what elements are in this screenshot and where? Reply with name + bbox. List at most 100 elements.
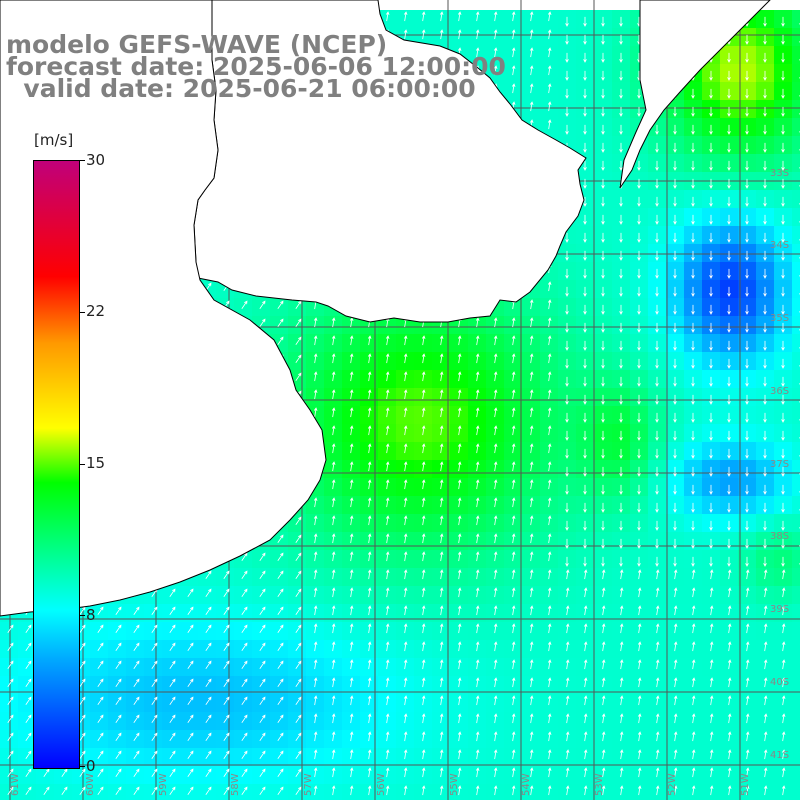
wind-arrow xyxy=(583,484,587,495)
wind-arrow xyxy=(709,556,713,567)
wind-arrow xyxy=(385,659,390,670)
wind-arrow xyxy=(655,677,660,688)
wind-cell xyxy=(198,784,216,800)
wind-arrow xyxy=(313,659,318,670)
wind-arrow xyxy=(349,623,354,634)
wind-arrow xyxy=(655,520,659,531)
wind-arrow xyxy=(457,767,462,778)
wind-arrow xyxy=(133,660,140,669)
wind-arrow xyxy=(673,466,677,477)
wind-arrow xyxy=(493,533,498,544)
wind-arrow xyxy=(97,786,104,795)
wind-arrow xyxy=(97,678,104,687)
wind-arrow xyxy=(727,142,731,153)
wind-arrow xyxy=(367,407,372,418)
wind-arrow xyxy=(151,714,158,723)
wind-arrow xyxy=(529,389,534,400)
colorbar-tick-0: 0 xyxy=(86,757,96,775)
wind-cell xyxy=(792,190,800,208)
wind-arrow xyxy=(493,785,498,796)
wind-arrow xyxy=(421,623,426,634)
wind-arrow xyxy=(349,659,354,670)
wind-arrow xyxy=(421,389,426,400)
wind-arrow xyxy=(781,520,785,531)
wind-arrow xyxy=(781,466,785,477)
wind-arrow xyxy=(547,767,552,778)
wind-arrow xyxy=(259,552,266,561)
wind-arrow xyxy=(673,448,677,459)
wind-arrow xyxy=(439,587,444,598)
wind-arrow xyxy=(709,466,713,477)
wind-arrow xyxy=(385,749,390,760)
wind-arrow xyxy=(637,340,641,351)
wind-arrow xyxy=(601,286,605,297)
wind-arrow xyxy=(241,714,248,723)
wind-arrow xyxy=(493,587,498,598)
wind-arrow xyxy=(619,394,623,405)
wind-arrow xyxy=(277,642,284,651)
wind-arrow xyxy=(601,502,605,513)
wind-arrow xyxy=(439,29,444,40)
wind-arrow xyxy=(313,407,318,418)
wind-arrow xyxy=(673,250,677,261)
wind-arrow xyxy=(709,178,713,189)
wind-arrow xyxy=(205,624,212,633)
wind-cell xyxy=(792,10,800,28)
wind-arrow xyxy=(169,660,176,669)
wind-arrow xyxy=(781,34,785,45)
wind-arrow xyxy=(565,767,570,778)
wind-arrow xyxy=(727,749,732,760)
wind-arrow xyxy=(547,101,552,112)
wind-arrow xyxy=(745,106,749,117)
wind-arrow xyxy=(691,466,695,477)
wind-arrow xyxy=(349,731,354,742)
wind-arrow xyxy=(673,142,677,153)
wind-arrow xyxy=(367,713,372,724)
wind-arrow xyxy=(439,353,444,364)
wind-arrow xyxy=(583,106,587,117)
wind-arrow xyxy=(673,232,677,243)
wind-arrow xyxy=(655,250,659,261)
wind-arrow xyxy=(367,677,372,688)
wind-arrow xyxy=(727,731,732,742)
wind-cell xyxy=(792,478,800,496)
wind-arrow xyxy=(475,47,480,58)
wind-arrow xyxy=(475,749,480,760)
wind-arrow xyxy=(529,479,534,490)
wind-arrow xyxy=(781,767,786,778)
wind-arrow xyxy=(475,713,480,724)
wind-arrow xyxy=(475,371,480,382)
wind-arrow xyxy=(745,412,749,423)
wind-arrow xyxy=(547,515,552,526)
wind-arrow xyxy=(97,768,104,777)
wind-arrow xyxy=(637,713,642,724)
wind-arrow xyxy=(709,605,714,616)
wind-arrow xyxy=(511,641,516,652)
wind-arrow xyxy=(223,642,230,651)
wind-arrow xyxy=(565,520,569,531)
wind-arrow xyxy=(655,502,659,513)
wind-arrow xyxy=(673,106,677,117)
wind-arrow xyxy=(529,713,534,724)
wind-arrow xyxy=(367,587,372,598)
wind-arrow xyxy=(781,605,786,616)
wind-arrow xyxy=(745,124,749,135)
wind-arrow xyxy=(655,358,659,369)
wind-arrow xyxy=(709,322,713,333)
wind-arrow xyxy=(547,83,552,94)
wind-arrow xyxy=(493,497,498,508)
wind-arrow xyxy=(331,317,336,328)
valid-date: valid date: 2025-06-21 06:00:00 xyxy=(6,74,476,103)
wind-arrow xyxy=(331,749,336,760)
wind-arrow xyxy=(295,534,302,543)
wind-arrow xyxy=(745,767,750,778)
wind-arrow xyxy=(763,731,768,742)
wind-arrow xyxy=(709,142,713,153)
wind-arrow xyxy=(313,713,318,724)
wind-arrow xyxy=(709,340,713,351)
wind-arrow xyxy=(97,624,104,633)
wind-arrow xyxy=(349,569,354,580)
wind-arrow xyxy=(691,587,696,598)
wind-arrow xyxy=(601,160,605,171)
wind-arrow xyxy=(763,430,767,441)
